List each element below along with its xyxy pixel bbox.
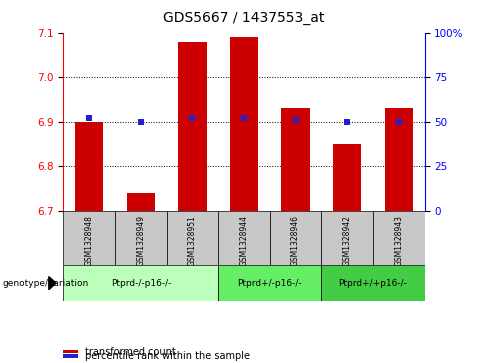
- Text: Ptprd+/+p16-/-: Ptprd+/+p16-/-: [339, 279, 407, 287]
- Bar: [385, 108, 413, 211]
- Text: Ptprd-/-p16-/-: Ptprd-/-p16-/-: [111, 279, 171, 287]
- Text: GSM1328946: GSM1328946: [291, 215, 300, 266]
- Text: percentile rank within the sample: percentile rank within the sample: [85, 351, 250, 362]
- Bar: [282, 108, 310, 211]
- Bar: [322, 211, 373, 265]
- Bar: [218, 211, 270, 265]
- Text: GSM1328951: GSM1328951: [188, 215, 197, 266]
- Text: GSM1328949: GSM1328949: [136, 215, 145, 266]
- Text: GSM1328944: GSM1328944: [240, 215, 248, 266]
- Bar: [63, 350, 78, 354]
- Bar: [115, 211, 166, 265]
- Polygon shape: [49, 277, 56, 290]
- Bar: [75, 122, 103, 211]
- Text: GSM1328948: GSM1328948: [85, 215, 94, 266]
- Bar: [230, 37, 258, 211]
- Bar: [63, 265, 218, 301]
- Bar: [218, 265, 322, 301]
- Bar: [63, 211, 115, 265]
- Text: GSM1328943: GSM1328943: [394, 215, 403, 266]
- Bar: [333, 144, 362, 211]
- Bar: [166, 211, 218, 265]
- Bar: [178, 41, 206, 211]
- Bar: [127, 193, 155, 211]
- Bar: [373, 211, 425, 265]
- Text: genotype/variation: genotype/variation: [2, 279, 89, 287]
- Text: Ptprd+/-p16-/-: Ptprd+/-p16-/-: [238, 279, 302, 287]
- Text: transformed count: transformed count: [85, 347, 176, 356]
- Text: GSM1328942: GSM1328942: [343, 215, 352, 266]
- Text: GDS5667 / 1437553_at: GDS5667 / 1437553_at: [163, 11, 325, 25]
- Bar: [63, 354, 78, 358]
- Bar: [270, 211, 322, 265]
- Bar: [322, 265, 425, 301]
